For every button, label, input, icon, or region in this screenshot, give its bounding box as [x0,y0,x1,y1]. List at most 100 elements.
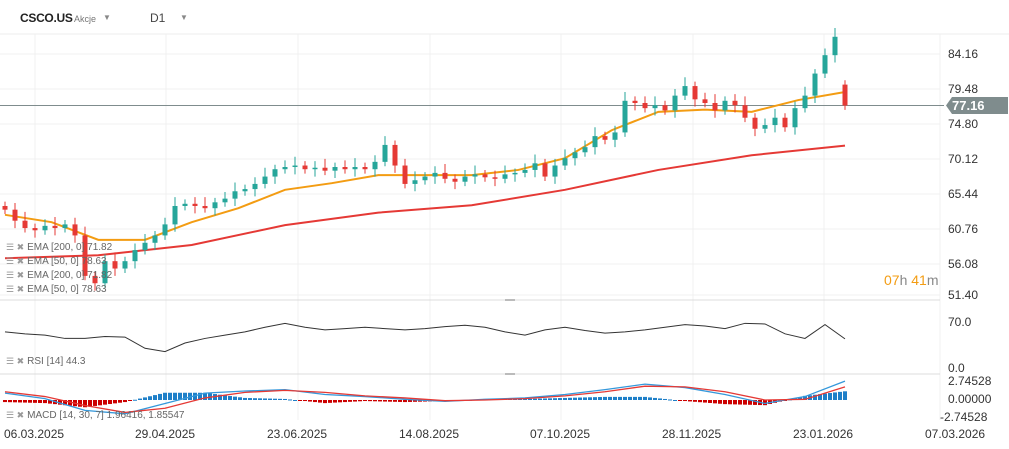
candle-body [812,73,818,96]
candle-body [422,176,428,181]
candle-body [22,220,28,229]
price-tick: 84.16 [948,47,979,61]
menu-icon[interactable]: ☰ ✖ [6,284,25,294]
macd-histogram-bar [623,396,627,400]
macd-histogram-bar [373,400,377,402]
macd-histogram-bar [348,400,352,402]
macd-histogram-bar [633,396,637,400]
candle-body [452,178,458,182]
candle-body [702,99,708,103]
candle-body [262,176,268,184]
macd-histogram-bar [253,398,257,400]
macd-histogram-bar [228,395,232,400]
macd-histogram-bar [738,400,742,405]
macd-histogram-bar [643,396,647,400]
legend-ema-3[interactable]: ☰ ✖ EMA [200, 0] 71.82 [6,270,112,281]
candle-body [172,205,178,225]
macd-histogram-bar [33,400,37,403]
macd-histogram-bar [153,395,157,400]
macd-histogram-bar [843,391,847,400]
menu-icon[interactable]: ☰ ✖ [6,270,25,280]
macd-histogram-bar [358,400,362,402]
menu-icon[interactable]: ☰ ✖ [6,410,25,420]
macd-histogram-bar [308,400,312,402]
candle-body [372,161,378,170]
macd-histogram-bar [583,397,587,400]
macd-histogram-bar [133,399,137,401]
legend-macd[interactable]: ☰ ✖ MACD [14, 30, 7] 1.96416, 1.85547 [6,410,184,421]
legend-text: EMA [200, 0] 71.82 [27,242,113,253]
macd-histogram-bar [553,398,557,400]
macd-histogram-bar [48,400,52,404]
menu-icon[interactable]: ☰ ✖ [6,256,25,266]
symbol-dropdown-icon[interactable]: ▼ [103,13,111,22]
timeframe-dropdown-icon[interactable]: ▼ [180,13,188,22]
ema50-line [4,90,846,241]
macd-histogram-bar [363,400,367,402]
macd-histogram-bar [8,400,12,403]
macd-histogram-bar [698,400,702,403]
macd-histogram-bar [123,400,127,403]
candle-body [492,177,498,179]
macd-histogram-bar [313,400,317,403]
macd-histogram-bar [388,400,392,402]
date-tick: 23.06.2025 [267,427,328,441]
macd-histogram-bar [653,397,657,400]
macd-histogram-bar [693,400,697,402]
candle-body [802,95,808,109]
candle-body [662,105,668,111]
symbol-label[interactable]: CSCO.US [20,11,73,25]
macd-histogram-bar [58,400,62,405]
macd-histogram-bar [243,397,247,400]
candle-body [412,180,418,184]
candle-body [62,224,68,229]
macd-histogram-bar [248,398,252,400]
macd-tick: 2.74528 [948,374,992,388]
legend-text: EMA [50, 0] 78.63 [27,256,107,267]
candle-body [782,117,788,128]
macd-histogram-bar [3,400,7,403]
macd-histogram-bar [318,400,322,403]
macd-histogram-bar [238,397,242,400]
candle-body [2,205,8,210]
candle-body [842,84,848,106]
candle-body [132,250,138,262]
candle-body [592,136,598,148]
candle-body [822,55,828,74]
macd-histogram-bar [533,398,537,400]
macd-histogram-bar [673,400,677,401]
macd-histogram-bar [148,396,152,400]
candle-body [92,275,98,284]
candle-body [52,225,58,229]
legend-ema-1[interactable]: ☰ ✖ EMA [200, 0] 71.82 [6,242,112,253]
macd-histogram-bar [603,396,607,400]
candle-body [502,174,508,179]
menu-icon[interactable]: ☰ ✖ [6,242,25,252]
date-tick: 29.04.2025 [135,427,196,441]
candle-body [292,165,298,168]
legend-rsi[interactable]: ☰ ✖ RSI [14] 44.3 [6,356,86,367]
macd-histogram-bar [398,400,402,402]
candle-body [722,100,728,111]
macd-histogram-bar [708,400,712,403]
candle-body [472,174,478,177]
legend-ema-4[interactable]: ☰ ✖ EMA [50, 0] 78.63 [6,284,107,295]
candle-body [602,136,608,140]
macd-histogram-bar [628,396,632,400]
candle-body [102,261,108,284]
macd-histogram-bar [173,392,177,400]
candle-body [432,172,438,177]
macd-histogram-bar [718,400,722,404]
macd-histogram-bar [418,400,422,402]
macd-histogram-bar [88,400,92,407]
candle-body [632,100,638,103]
timeframe-label[interactable]: D1 [150,11,166,25]
macd-histogram-bar [663,398,667,400]
candle-body [542,163,548,177]
macd-histogram-bar [733,400,737,405]
legend-ema-2[interactable]: ☰ ✖ EMA [50, 0] 78.63 [6,256,107,267]
macd-histogram-bar [578,397,582,400]
price-tick: 70.12 [948,152,979,166]
menu-icon[interactable]: ☰ ✖ [6,356,25,366]
